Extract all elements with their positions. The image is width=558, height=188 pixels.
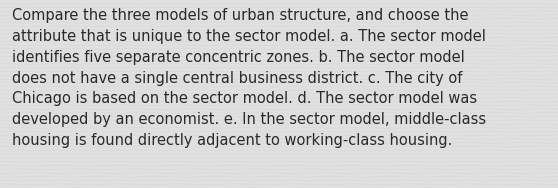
Text: Compare the three models of urban structure, and choose the
attribute that is un: Compare the three models of urban struct… <box>12 8 487 148</box>
